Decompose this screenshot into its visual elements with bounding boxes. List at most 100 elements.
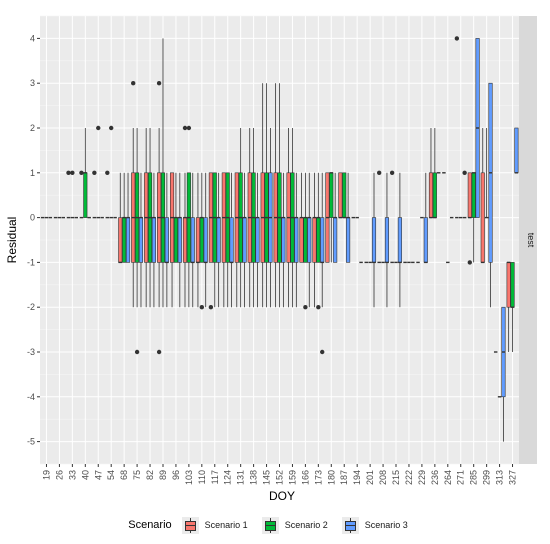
x-tick-label: 75: [132, 470, 142, 480]
y-tick-label: -2: [27, 302, 35, 312]
x-tick-label: 68: [119, 470, 129, 480]
box-scenario-1-doy-89: [156, 81, 162, 355]
box-scenario-2-doy-124: [225, 172, 230, 308]
box-scenario-3-doy-327: [514, 127, 519, 174]
box-body: [190, 217, 195, 263]
x-tick-label: 194: [352, 470, 362, 485]
boxplot-marks: [40, 36, 519, 442]
box-scenario-3-doy-152: [281, 172, 286, 308]
legend-item-scenario-3: Scenario 3: [341, 516, 408, 534]
x-axis-ticks: 19 26 33 40 47 54 68 75 82 89 96 103 110 117 124 131 138…: [41, 464, 518, 485]
box-body: [480, 172, 485, 263]
legend-swatch-scenario-3: [344, 520, 356, 531]
box-scenario-1-doy-236: [428, 128, 434, 219]
outlier-point: [70, 170, 75, 175]
box-body: [307, 217, 312, 263]
y-axis-ticks: -5 -4 -3 -2 -1 0 1 2 3 4: [27, 33, 40, 447]
box-scenario-1-doy-180: [325, 172, 330, 263]
box-body: [255, 217, 260, 263]
box-scenario-3-doy-89: [164, 172, 169, 308]
box-body: [371, 217, 377, 263]
box-scenario-3-doy-68: [125, 172, 131, 263]
box-scenario-3-doy-215: [397, 172, 402, 308]
box-body: [514, 127, 519, 174]
box-scenario-1-doy-159: [286, 128, 291, 308]
box-scenario-3-doy-166: [307, 172, 312, 308]
box-scenario-3-doy-159: [294, 172, 299, 308]
box-scenario-2-doy-327: [510, 262, 515, 352]
box-scenario-3-doy-75: [138, 172, 144, 308]
x-tick-label: 19: [41, 470, 51, 480]
box-scenario-3-doy-131: [242, 172, 247, 308]
outlier-point: [182, 125, 188, 131]
box-body: [122, 217, 127, 263]
box-scenario-1-doy-33: [66, 170, 71, 219]
box-body: [397, 217, 402, 263]
x-tick-label: 26: [54, 470, 64, 480]
x-tick-label: 208: [378, 470, 388, 485]
box-body: [199, 217, 204, 263]
box-scenario-1-doy-131: [234, 172, 239, 308]
box-scenario-1-doy-166: [299, 172, 304, 263]
outlier-point: [156, 81, 162, 86]
box-scenario-2-doy-96: [173, 172, 178, 263]
box-body: [506, 262, 511, 308]
box-body: [346, 217, 351, 263]
box-body: [294, 217, 299, 263]
x-tick-label: 264: [443, 470, 453, 485]
x-tick-label: 96: [171, 470, 181, 480]
box-scenario-2-doy-159: [290, 128, 295, 308]
x-tick-label: 229: [417, 470, 427, 485]
box-body: [329, 172, 334, 218]
box-scenario-2-doy-40: [83, 128, 88, 218]
box-body: [510, 262, 515, 308]
box-scenario-2-doy-299: [484, 128, 489, 219]
facet-strip: test: [519, 16, 537, 464]
x-tick-label: 110: [197, 470, 207, 484]
box-scenario-2-doy-152: [277, 83, 282, 308]
x-tick-label: 299: [482, 470, 492, 485]
x-axis-title: DOY: [269, 489, 295, 503]
legend-swatch-scenario-2: [264, 520, 276, 531]
box-scenario-2-doy-138: [251, 128, 256, 308]
box-scenario-3-doy-117: [216, 172, 221, 308]
box-scenario-3-doy-145: [268, 128, 273, 308]
outlier-point: [131, 81, 136, 86]
box-body: [281, 217, 286, 263]
box-scenario-1-doy-152: [273, 83, 278, 308]
box-scenario-2-doy-110: [199, 172, 205, 310]
box-scenario-3-doy-138: [255, 172, 260, 308]
outlier-point: [96, 125, 101, 131]
box-body: [182, 217, 188, 263]
box-scenario-3-doy-285: [475, 38, 480, 218]
x-tick-label: 159: [287, 470, 297, 485]
box-scenario-2-doy-173: [316, 172, 321, 310]
legend-key-scenario-1: [181, 516, 199, 534]
box-body: [138, 217, 144, 263]
box-body: [384, 217, 389, 263]
legend-label-scenario-1: Scenario 1: [204, 520, 248, 530]
box-scenario-3-doy-103: [190, 172, 195, 308]
facet-strip-background: [519, 16, 537, 464]
x-tick-label: 236: [430, 470, 440, 485]
box-scenario-2-doy-117: [212, 172, 217, 308]
outlier-point: [208, 305, 214, 310]
box-scenario-1-doy-96: [170, 172, 175, 308]
box-body: [316, 217, 321, 263]
y-tick-label: -3: [27, 347, 35, 357]
box-body: [177, 217, 182, 263]
box-body: [125, 217, 131, 263]
x-tick-label: 285: [469, 470, 479, 485]
box-scenario-1-doy-271: [454, 36, 460, 219]
box-body: [312, 217, 317, 263]
box-body: [467, 172, 472, 218]
box-body: [303, 217, 308, 263]
box-scenario-2-doy-68: [122, 172, 127, 263]
y-tick-label: -5: [27, 437, 35, 447]
facet-strip-label: test: [526, 233, 536, 248]
legend-swatch-scenario-1: [184, 520, 196, 531]
x-tick-label: 131: [236, 470, 246, 485]
box-body: [195, 217, 200, 263]
outlier-point: [467, 260, 473, 265]
